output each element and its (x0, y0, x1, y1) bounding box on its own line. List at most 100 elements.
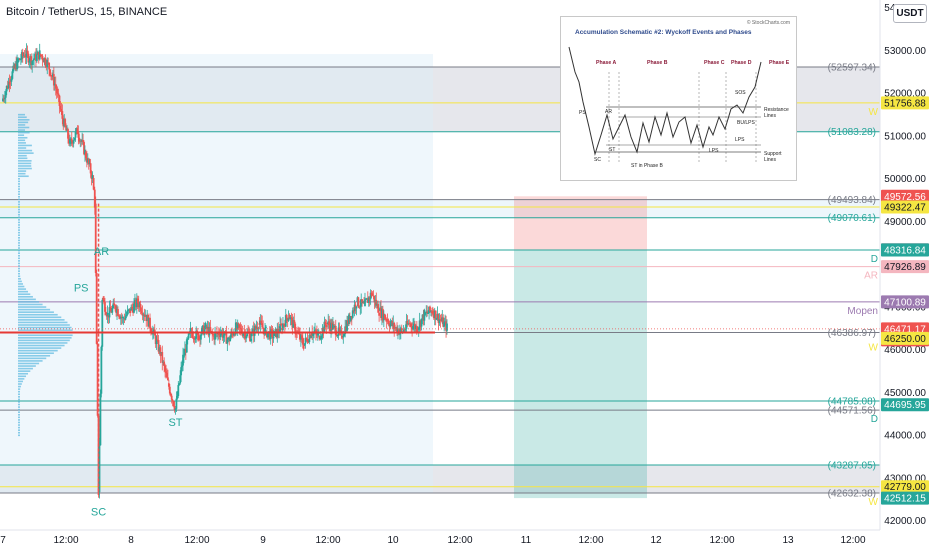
volume-profile-bar (18, 435, 20, 437)
inset-label-sc: SC (594, 157, 601, 163)
volume-profile-bar (18, 345, 65, 347)
price-tick-label: 46000.00 (884, 345, 926, 356)
volume-profile-bar (18, 160, 32, 162)
volume-profile-bar (18, 229, 20, 231)
volume-profile-bar (18, 168, 32, 170)
price-tick-label: 45000.00 (884, 388, 926, 399)
level-label: (43287.05) (828, 460, 876, 471)
volume-profile-bar (18, 191, 20, 193)
inset-phase-d: Phase D (731, 60, 751, 66)
volume-profile-bar (18, 116, 27, 118)
volume-profile-bar (18, 163, 31, 165)
volume-profile-bar (18, 209, 20, 211)
level-label: (52597.34) (828, 62, 876, 73)
time-tick-label: 8 (128, 535, 134, 546)
volume-profile-bar (18, 347, 61, 349)
volume-profile-bar (18, 211, 20, 213)
volume-profile-bar (18, 373, 28, 375)
volume-profile-bar (18, 122, 28, 124)
price-badge-label: 44695.95 (884, 400, 926, 411)
inset-label-ps: PS (579, 110, 586, 116)
volume-profile-bar (18, 363, 39, 365)
candle-body (176, 399, 178, 409)
volume-profile-bar (18, 383, 22, 385)
inset-label-ar: AR (605, 109, 612, 115)
level-label: (49493.84) (828, 195, 876, 206)
price-badge-label: 42779.00 (884, 482, 926, 493)
wyckoff-annotation: AR (94, 246, 109, 258)
volume-profile-bar (18, 255, 20, 257)
volume-profile-bar (18, 414, 20, 416)
volume-profile-bar (18, 355, 50, 357)
level-label: (46386.97) (828, 328, 876, 339)
volume-profile-bar (18, 114, 25, 116)
candle-body (286, 315, 288, 318)
price-badge-label: 48316.84 (884, 245, 926, 256)
candle-body (262, 328, 264, 330)
volume-profile-bar (18, 327, 72, 329)
level-tag: W (869, 107, 879, 118)
volume-profile-bar (18, 263, 20, 265)
price-tick-label: 50000.00 (884, 174, 926, 185)
volume-profile-bar (18, 334, 73, 336)
volume-profile-bar (18, 381, 23, 383)
symbol-title[interactable]: Bitcoin / TetherUS, 15, BINANCE (6, 6, 167, 18)
time-tick-label: 12:00 (840, 535, 865, 546)
inset-label-support: Support Lines (764, 151, 794, 163)
volume-profile-bar (18, 258, 20, 260)
volume-profile-bar (18, 152, 34, 154)
candle-body (378, 313, 380, 316)
volume-profile-bar (18, 222, 20, 224)
volume-profile-bar (18, 170, 26, 172)
volume-profile-bar (18, 145, 32, 147)
volume-profile-bar (18, 293, 30, 295)
time-tick-label: 12:00 (184, 535, 209, 546)
price-tick-label: 44000.00 (884, 431, 926, 442)
volume-profile-bar (18, 386, 21, 388)
candle-body (101, 300, 103, 347)
volume-profile-bar (18, 376, 26, 378)
volume-profile-bar (18, 370, 30, 372)
volume-profile-bar (18, 296, 33, 298)
volume-profile-bar (18, 360, 43, 362)
price-badge-label: 47926.89 (884, 262, 926, 273)
inset-label-st: ST (609, 147, 615, 153)
volume-profile-bar (18, 365, 36, 367)
volume-profile-bar (18, 319, 65, 321)
volume-profile-bar (18, 304, 43, 306)
volume-profile-bar (18, 127, 29, 129)
volume-profile-bar (18, 216, 20, 218)
volume-profile-bar (18, 132, 30, 134)
level-tag: W (869, 342, 879, 353)
volume-profile-bar (18, 314, 58, 316)
volume-profile-bar (18, 186, 20, 188)
volume-profile-bar (18, 265, 20, 267)
volume-profile-bar (18, 417, 20, 419)
wyckoff-annotation: ST (168, 417, 182, 429)
position-target-zone (514, 250, 647, 498)
volume-profile-bar (18, 183, 20, 185)
time-tick-label: 12:00 (447, 535, 472, 546)
inset-phase-e: Phase E (769, 60, 789, 66)
inset-label-lps: LPS (709, 148, 718, 154)
currency-button[interactable]: USDT (893, 4, 927, 23)
volume-profile-bar (18, 301, 39, 303)
level-label: (49070.61) (828, 213, 876, 224)
price-axis-bg (880, 0, 932, 550)
time-tick-label: 13 (782, 535, 794, 546)
level-tag: W (869, 497, 879, 508)
volume-profile-bar (18, 142, 26, 144)
volume-profile-bar (18, 432, 20, 434)
volume-profile-bar (18, 124, 25, 126)
volume-profile-bar (18, 352, 54, 354)
position-stop-zone (514, 196, 647, 250)
inset-label-bu: BU/LPS (737, 120, 755, 126)
candle-body (177, 385, 179, 396)
volume-profile-bar (18, 204, 20, 206)
volume-profile-bar (18, 178, 20, 180)
volume-profile-bar (18, 283, 23, 285)
candle-body (357, 297, 359, 306)
candle-body (95, 204, 97, 273)
volume-profile-bar (18, 242, 20, 244)
level-label: (51083.28) (828, 127, 876, 138)
